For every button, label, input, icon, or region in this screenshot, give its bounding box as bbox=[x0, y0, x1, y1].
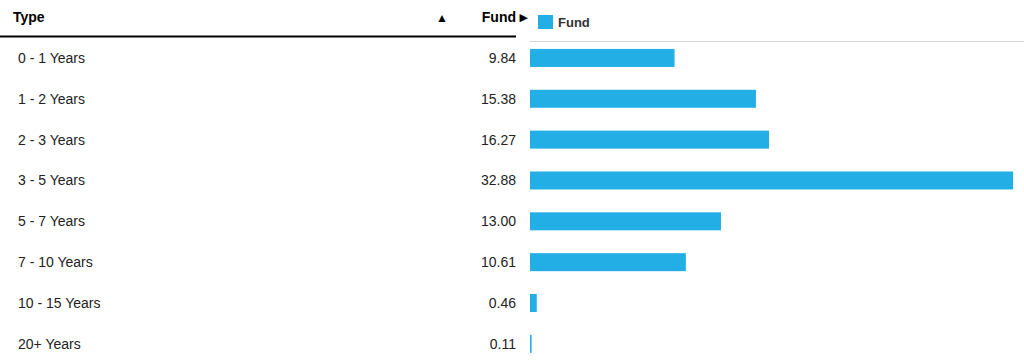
bar bbox=[530, 294, 537, 312]
bar bbox=[530, 171, 1013, 189]
data-label: 32.88 bbox=[481, 172, 516, 188]
category-label: 2 - 3 Years bbox=[18, 132, 85, 148]
bar bbox=[530, 90, 756, 108]
data-labels: 9.84 15.38 16.27 32.88 13.00 10.61 0.46 0.11 bbox=[481, 50, 516, 352]
category-label: 0 - 1 Years bbox=[18, 50, 85, 66]
data-label: 10.61 bbox=[481, 254, 516, 270]
legend-rule bbox=[530, 41, 1024, 42]
bars bbox=[530, 49, 1013, 353]
legend-swatch bbox=[538, 15, 553, 29]
legend-label: Fund bbox=[558, 15, 590, 30]
value-sort-mark: ▶ bbox=[520, 11, 529, 23]
data-label: 9.84 bbox=[489, 50, 516, 66]
data-label: 13.00 bbox=[481, 213, 516, 229]
bar bbox=[530, 131, 769, 149]
legend: Fund bbox=[538, 15, 590, 30]
category-sort-mark: ▲ bbox=[436, 11, 448, 25]
bar bbox=[530, 49, 675, 67]
bar bbox=[530, 335, 532, 353]
category-label: 1 - 2 Years bbox=[18, 91, 85, 107]
category-label: 20+ Years bbox=[18, 336, 81, 352]
data-label: 0.11 bbox=[490, 336, 516, 352]
category-header: Type bbox=[13, 9, 45, 25]
category-label: 7 - 10 Years bbox=[18, 254, 93, 270]
category-labels: 0 - 1 Years 1 - 2 Years 2 - 3 Years 3 - 5 Y… bbox=[18, 50, 101, 352]
bar bbox=[530, 253, 686, 271]
chart: Type ▲ ▶ Fund Fund 0 - 1 Years 1 - 2 Years 2 - … bbox=[0, 0, 1024, 361]
header-rule bbox=[0, 36, 516, 38]
category-label: 3 - 5 Years bbox=[18, 172, 85, 188]
category-label: 10 - 15 Years bbox=[18, 295, 101, 311]
bar bbox=[530, 212, 721, 230]
category-label: 5 - 7 Years bbox=[18, 213, 85, 229]
value-header: Fund bbox=[482, 9, 516, 25]
data-label: 0.46 bbox=[489, 295, 516, 311]
data-label: 15.38 bbox=[481, 91, 516, 107]
data-label: 16.27 bbox=[481, 132, 516, 148]
